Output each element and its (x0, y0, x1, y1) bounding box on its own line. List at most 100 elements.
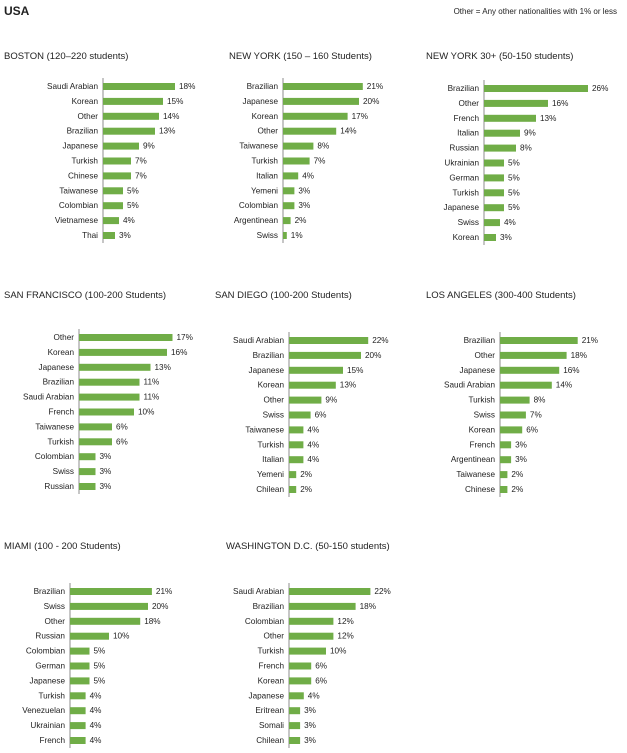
category-label: Other (45, 617, 66, 626)
data-label: 16% (171, 348, 187, 357)
data-label: 6% (116, 437, 128, 446)
chart-7: WASHINGTON D.C. (50-150 students) Saudi A… (226, 541, 391, 748)
category-label: Swiss (44, 602, 65, 611)
data-label: 20% (152, 602, 168, 611)
bar (289, 737, 301, 744)
bar (500, 396, 530, 404)
data-label: 18% (360, 602, 376, 611)
category-label: French (454, 114, 480, 123)
category-label: Swiss (474, 411, 495, 420)
bar (500, 351, 567, 359)
category-label: Japanese (248, 691, 284, 700)
bar (79, 468, 96, 476)
bar (484, 189, 504, 197)
chart-title: SAN DIEGO (100-200 Students) (215, 290, 352, 301)
category-label: French (40, 736, 66, 745)
category-label: Korean (453, 233, 480, 242)
data-label: 4% (90, 691, 102, 700)
bar (103, 112, 159, 120)
category-label: Turkish (257, 440, 284, 449)
category-label: Korean (252, 112, 279, 121)
category-label: Korean (469, 425, 496, 434)
chart-title: LOS ANGELES (300-400 Students) (426, 290, 576, 301)
bar (79, 423, 112, 431)
category-label: Ukrainian (444, 159, 479, 168)
data-label: 13% (540, 114, 556, 123)
bar (70, 707, 86, 715)
category-label: French (49, 408, 75, 417)
category-label: Japanese (443, 203, 479, 212)
data-label: 2% (511, 485, 523, 494)
category-label: Other (54, 333, 75, 342)
bar (103, 97, 163, 105)
category-label: Turkish (452, 188, 479, 197)
data-label: 14% (163, 112, 179, 121)
data-label: 15% (347, 366, 363, 375)
category-label: Korean (72, 97, 99, 106)
bar (283, 127, 337, 135)
category-label: Korean (258, 676, 285, 685)
chart-2: NEW YORK 30+ (50-150 students) Brazilian 2… (426, 51, 608, 245)
data-label: 3% (304, 736, 316, 745)
data-label: 4% (90, 721, 102, 730)
bar (79, 334, 173, 341)
category-label: Turkish (257, 647, 284, 656)
chart-title: SAN FRANCISCO (100-200 Students) (4, 290, 166, 301)
data-label: 3% (500, 233, 512, 242)
data-label: 7% (135, 171, 147, 180)
category-label: Venezuelan (22, 706, 65, 715)
category-label: Italian (262, 455, 284, 464)
bar (484, 129, 520, 137)
category-label: Taiwanese (239, 142, 278, 151)
category-label: Eritrean (255, 706, 284, 715)
bar (103, 202, 123, 210)
bar (283, 232, 287, 239)
category-label: French (470, 440, 496, 449)
bar (70, 737, 86, 744)
data-label: 21% (367, 82, 383, 91)
bar (79, 438, 112, 446)
bar (283, 112, 348, 120)
bar (103, 83, 175, 90)
bar (103, 127, 155, 135)
bar (289, 588, 371, 595)
chart-5: LOS ANGELES (300-400 Students) Brazilian 2… (426, 290, 598, 497)
category-label: Argentinean (234, 216, 279, 225)
bar (283, 172, 299, 180)
bar (289, 471, 297, 479)
category-label: Yemeni (257, 470, 284, 479)
bar (484, 114, 536, 122)
bar (289, 602, 356, 610)
bar (70, 632, 109, 640)
data-label: 4% (307, 440, 319, 449)
data-label: 9% (325, 396, 337, 405)
category-label: Other (459, 99, 480, 108)
bar (289, 647, 326, 655)
category-label: Vietnamese (55, 216, 99, 225)
bar (289, 662, 312, 670)
bar (500, 456, 512, 464)
data-label: 7% (530, 411, 542, 420)
bar (289, 441, 304, 449)
data-label: 20% (363, 97, 379, 106)
category-label: Turkish (38, 691, 65, 700)
bar (484, 85, 588, 92)
category-label: Yemeni (251, 186, 278, 195)
data-label: 12% (337, 617, 353, 626)
bar (283, 187, 295, 195)
category-label: Italian (457, 129, 479, 138)
bar (103, 232, 115, 239)
category-label: Korean (48, 348, 75, 357)
data-label: 14% (556, 381, 572, 390)
category-label: Turkish (468, 396, 495, 405)
bar (79, 393, 140, 401)
category-label: Swiss (458, 218, 479, 227)
bar (79, 378, 140, 386)
category-label: Turkish (251, 157, 278, 166)
data-label: 4% (90, 736, 102, 745)
data-label: 2% (295, 216, 307, 225)
category-label: German (449, 173, 479, 182)
data-label: 17% (177, 333, 193, 342)
data-label: 6% (315, 411, 327, 420)
bar (79, 348, 167, 356)
